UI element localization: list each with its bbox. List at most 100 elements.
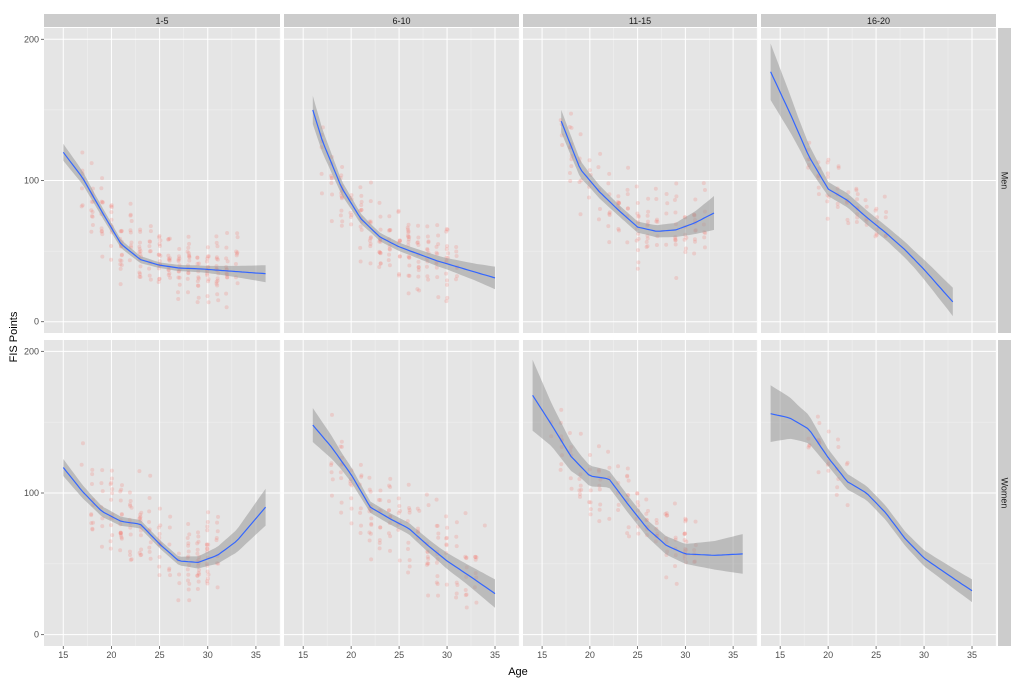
data-point	[377, 264, 382, 269]
data-point	[196, 295, 201, 300]
data-point	[186, 521, 191, 526]
data-point	[349, 222, 354, 227]
data-point	[398, 509, 403, 514]
data-point	[147, 509, 152, 514]
data-point	[597, 487, 602, 492]
data-point	[358, 259, 363, 264]
data-point	[148, 556, 153, 561]
data-point	[339, 196, 344, 201]
data-point	[205, 528, 210, 533]
data-point	[215, 244, 220, 249]
data-point	[435, 223, 440, 228]
data-point	[368, 244, 373, 249]
data-point	[348, 215, 353, 220]
data-point	[454, 520, 459, 525]
data-point	[368, 199, 373, 204]
data-point	[329, 219, 334, 224]
data-point	[157, 241, 162, 246]
data-point	[186, 270, 191, 275]
data-point	[673, 238, 678, 243]
data-point	[195, 586, 200, 591]
x-tick-label: 15	[58, 650, 68, 660]
data-point	[397, 238, 402, 243]
data-point	[388, 476, 393, 481]
data-point	[397, 254, 402, 259]
data-point	[205, 519, 210, 524]
data-point	[89, 521, 94, 526]
data-point	[359, 227, 364, 232]
data-point	[195, 255, 200, 260]
data-point	[445, 227, 450, 232]
data-point	[444, 582, 449, 587]
data-point	[196, 530, 201, 535]
data-point	[91, 520, 96, 525]
data-point	[654, 219, 659, 224]
data-point	[186, 245, 191, 250]
data-point	[176, 296, 181, 301]
data-point	[445, 295, 450, 300]
data-point	[224, 305, 229, 310]
data-point	[646, 508, 651, 513]
data-point	[118, 489, 123, 494]
data-point	[453, 277, 458, 282]
data-point	[89, 229, 94, 234]
data-point	[645, 219, 650, 224]
x-tick-label: 25	[394, 650, 404, 660]
data-point	[388, 484, 393, 489]
data-point	[79, 204, 84, 209]
data-point	[100, 200, 105, 205]
data-point	[426, 239, 431, 244]
data-point	[108, 539, 113, 544]
data-point	[196, 275, 201, 280]
data-point	[434, 244, 439, 249]
data-point	[396, 208, 401, 213]
y-tick-label: 0	[34, 317, 39, 327]
data-point	[138, 512, 143, 517]
x-tick-label: 30	[203, 650, 213, 660]
data-point	[683, 519, 688, 524]
data-point	[672, 501, 677, 506]
data-point	[128, 499, 133, 504]
confidence-band	[312, 408, 495, 608]
data-point	[463, 554, 468, 559]
data-point	[663, 512, 668, 517]
data-point	[586, 195, 591, 200]
data-point	[186, 543, 191, 548]
data-point	[464, 605, 469, 610]
data-point	[197, 572, 202, 577]
data-point	[139, 510, 144, 515]
data-point	[874, 233, 879, 238]
data-point	[873, 234, 878, 239]
data-point	[235, 281, 240, 286]
data-point	[598, 502, 603, 507]
data-point	[185, 276, 190, 281]
data-point	[425, 554, 430, 559]
data-point	[415, 506, 420, 511]
data-point	[225, 259, 230, 264]
data-point	[225, 275, 230, 280]
data-point	[825, 160, 830, 165]
data-point	[654, 243, 659, 248]
data-point	[187, 598, 192, 603]
data-point	[567, 170, 572, 175]
data-point	[645, 236, 650, 241]
data-point	[845, 503, 850, 508]
data-point	[339, 500, 344, 505]
data-point	[378, 488, 383, 493]
facet-strip-row	[998, 28, 1011, 333]
data-point	[99, 199, 104, 204]
data-point	[607, 516, 612, 521]
data-point	[147, 266, 152, 271]
data-point	[185, 567, 190, 572]
data-point	[673, 210, 678, 215]
data-point	[407, 235, 412, 240]
data-point	[187, 241, 192, 246]
data-point	[339, 439, 344, 444]
data-point	[825, 216, 830, 221]
y-tick-label: 200	[24, 34, 39, 44]
data-point	[90, 467, 95, 472]
data-point	[109, 468, 114, 473]
data-point	[167, 525, 172, 530]
data-point	[330, 412, 335, 417]
facet-strip-col	[523, 14, 757, 27]
